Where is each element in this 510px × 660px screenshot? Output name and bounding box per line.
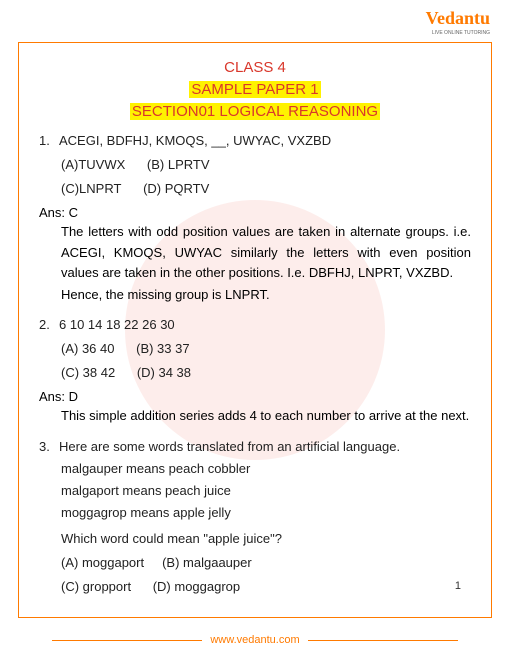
q1-text: ACEGI, BDFHJ, KMOQS, __, UWYAC, VXZBD bbox=[59, 133, 331, 148]
q3-opt-a: (A) moggaport bbox=[61, 553, 144, 573]
q1-opt-b: (B) LPRTV bbox=[147, 155, 210, 175]
brand-logo: Vedantu bbox=[426, 8, 490, 29]
q1-opt-c: (C)LNPRT bbox=[61, 179, 121, 199]
q2-opt-c: (C) 38 42 bbox=[61, 363, 115, 383]
q2-opt-b: (B) 33 37 bbox=[136, 339, 189, 359]
question-2: 2.6 10 14 18 22 26 30 (A) 36 40 (B) 33 3… bbox=[39, 315, 471, 383]
q2-number: 2. bbox=[39, 315, 59, 335]
q1-opt-d: (D) PQRTV bbox=[143, 179, 209, 199]
q3-opt-d: (D) moggagrop bbox=[153, 577, 240, 597]
q3-number: 3. bbox=[39, 437, 59, 457]
question-3: 3.Here are some words translated from an… bbox=[39, 437, 471, 598]
q1-opt-a: (A)TUVWX bbox=[61, 155, 125, 175]
q2-answer: Ans: D bbox=[39, 389, 471, 404]
q1-number: 1. bbox=[39, 131, 59, 151]
q3-line1: malgauper means peach cobbler bbox=[61, 459, 471, 479]
question-1: 1.ACEGI, BDFHJ, KMOQS, __, UWYAC, VXZBD … bbox=[39, 131, 471, 199]
q2-text: 6 10 14 18 22 26 30 bbox=[59, 317, 175, 332]
q3-opt-c: (C) gropport bbox=[61, 577, 131, 597]
q2-explanation: This simple addition series adds 4 to ea… bbox=[61, 406, 471, 426]
q2-opt-d: (D) 34 38 bbox=[137, 363, 191, 383]
q3-line2: malgaport means peach juice bbox=[61, 481, 471, 501]
q1-answer: Ans: C bbox=[39, 205, 471, 220]
q3-text: Here are some words translated from an a… bbox=[59, 439, 400, 454]
paper-title: SAMPLE PAPER 1 bbox=[189, 81, 320, 98]
section-title: SECTION01 LOGICAL REASONING bbox=[130, 103, 380, 120]
q1-explanation: The letters with odd position values are… bbox=[61, 222, 471, 282]
brand-tagline: LIVE ONLINE TUTORING bbox=[432, 30, 490, 36]
page-content: CLASS 4 SAMPLE PAPER 1 SECTION01 LOGICAL… bbox=[39, 59, 471, 598]
class-title: CLASS 4 bbox=[224, 59, 286, 76]
footer-url: www.vedantu.com bbox=[0, 634, 510, 646]
page-frame: CLASS 4 SAMPLE PAPER 1 SECTION01 LOGICAL… bbox=[18, 42, 492, 618]
q3-ask: Which word could mean "apple juice"? bbox=[61, 529, 471, 549]
page-number: 1 bbox=[455, 580, 461, 592]
q3-opt-b: (B) malgaauper bbox=[162, 553, 252, 573]
q1-explanation-2: Hence, the missing group is LNPRT. bbox=[61, 285, 471, 305]
q2-opt-a: (A) 36 40 bbox=[61, 339, 114, 359]
q3-line3: moggagrop means apple jelly bbox=[61, 503, 471, 523]
